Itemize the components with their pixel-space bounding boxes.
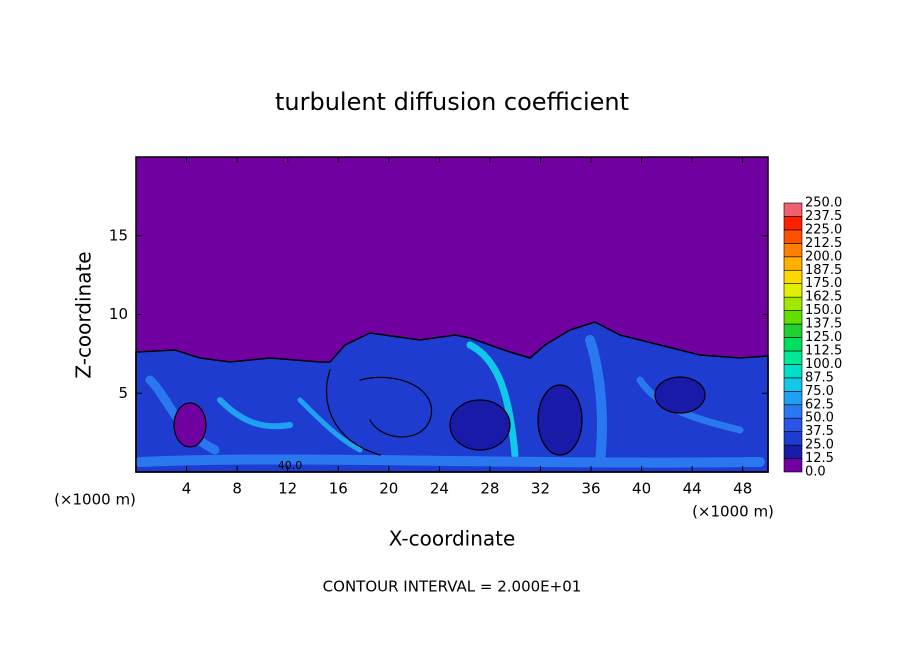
x-tick-label: 16 bbox=[329, 480, 348, 498]
y-axis-label: Z-coordinate bbox=[72, 251, 96, 378]
colorbar-segment bbox=[783, 390, 803, 406]
colorbar-segment bbox=[783, 229, 803, 244]
colorbar-segment bbox=[783, 364, 803, 379]
colorbar-segment bbox=[783, 202, 803, 217]
colorbar-segment bbox=[783, 310, 803, 325]
colorbar-label: 175.0 bbox=[805, 276, 842, 291]
colorbar-label: 50.0 bbox=[805, 411, 834, 426]
colorbar-label: 212.5 bbox=[805, 236, 842, 251]
x-tick-label: 4 bbox=[182, 480, 192, 498]
colorbar-label: 225.0 bbox=[805, 222, 842, 237]
colorbar-label: 112.5 bbox=[805, 343, 842, 358]
colorbar-label: 237.5 bbox=[805, 209, 842, 224]
field-structures bbox=[135, 335, 765, 468]
x-tick-label: 48 bbox=[733, 480, 752, 498]
colorbar-segment bbox=[783, 458, 803, 473]
colorbar-label: 37.5 bbox=[805, 424, 834, 439]
colorbar-label: 12.5 bbox=[805, 451, 834, 466]
colorbar-label: 125.0 bbox=[805, 330, 842, 345]
x-tick-label: 24 bbox=[430, 480, 449, 498]
colorbar-label: 75.0 bbox=[805, 384, 834, 399]
colorbar-label: 25.0 bbox=[805, 438, 834, 453]
colorbar-label: 187.5 bbox=[805, 263, 842, 278]
colorbar-label: 62.5 bbox=[805, 397, 834, 412]
y-unit: (×1000 m) bbox=[54, 491, 136, 509]
y-tick-label: 5 bbox=[118, 384, 128, 402]
colorbar-segment bbox=[783, 444, 803, 459]
colorbar-segment bbox=[783, 269, 803, 284]
annotation: CONTOUR INTERVAL = 2.000E+01 bbox=[323, 578, 582, 596]
contour-label: 40.0 bbox=[278, 459, 303, 472]
x-axis-label: X-coordinate bbox=[389, 527, 516, 551]
colorbar-segment bbox=[783, 296, 803, 311]
x-tick-label: 44 bbox=[683, 480, 702, 498]
colorbar-segment bbox=[783, 350, 803, 365]
x-tick-label: 40 bbox=[632, 480, 651, 498]
colorbar-segment bbox=[783, 417, 803, 432]
colorbar-label: 0.0 bbox=[805, 465, 826, 480]
colorbar-segment bbox=[783, 283, 803, 298]
colorbar-segment bbox=[783, 337, 803, 352]
colorbar-segment bbox=[783, 216, 803, 231]
x-tick-label: 8 bbox=[232, 480, 242, 498]
x-tick-label: 32 bbox=[531, 480, 550, 498]
field-region bbox=[135, 321, 769, 473]
x-tick-label: 12 bbox=[278, 480, 297, 498]
contour-field bbox=[135, 157, 769, 473]
colorbar-segment bbox=[783, 431, 803, 446]
colorbar-label: 87.5 bbox=[805, 370, 834, 385]
x-tick-label: 36 bbox=[581, 480, 600, 498]
colorbar-label: 137.5 bbox=[805, 317, 842, 332]
x-tick-label: 28 bbox=[480, 480, 499, 498]
colorbar-label: 100.0 bbox=[805, 357, 842, 372]
chart-title: turbulent diffusion coefficient bbox=[275, 88, 629, 116]
colorbar-label: 162.5 bbox=[805, 290, 842, 305]
x-unit: (×1000 m) bbox=[692, 503, 774, 521]
x-tick-label: 20 bbox=[379, 480, 398, 498]
colorbar-label: 200.0 bbox=[805, 249, 842, 264]
colorbar-segment bbox=[783, 256, 803, 271]
colorbar-label: 150.0 bbox=[805, 303, 842, 318]
colorbar-segment bbox=[783, 377, 803, 392]
colorbar-segment bbox=[783, 243, 803, 258]
colorbar-segment bbox=[783, 323, 803, 338]
colorbar-label: 250.0 bbox=[805, 196, 842, 211]
colorbar-segment bbox=[783, 404, 803, 419]
y-tick-label: 10 bbox=[109, 305, 128, 323]
y-tick-label: 15 bbox=[109, 226, 128, 244]
